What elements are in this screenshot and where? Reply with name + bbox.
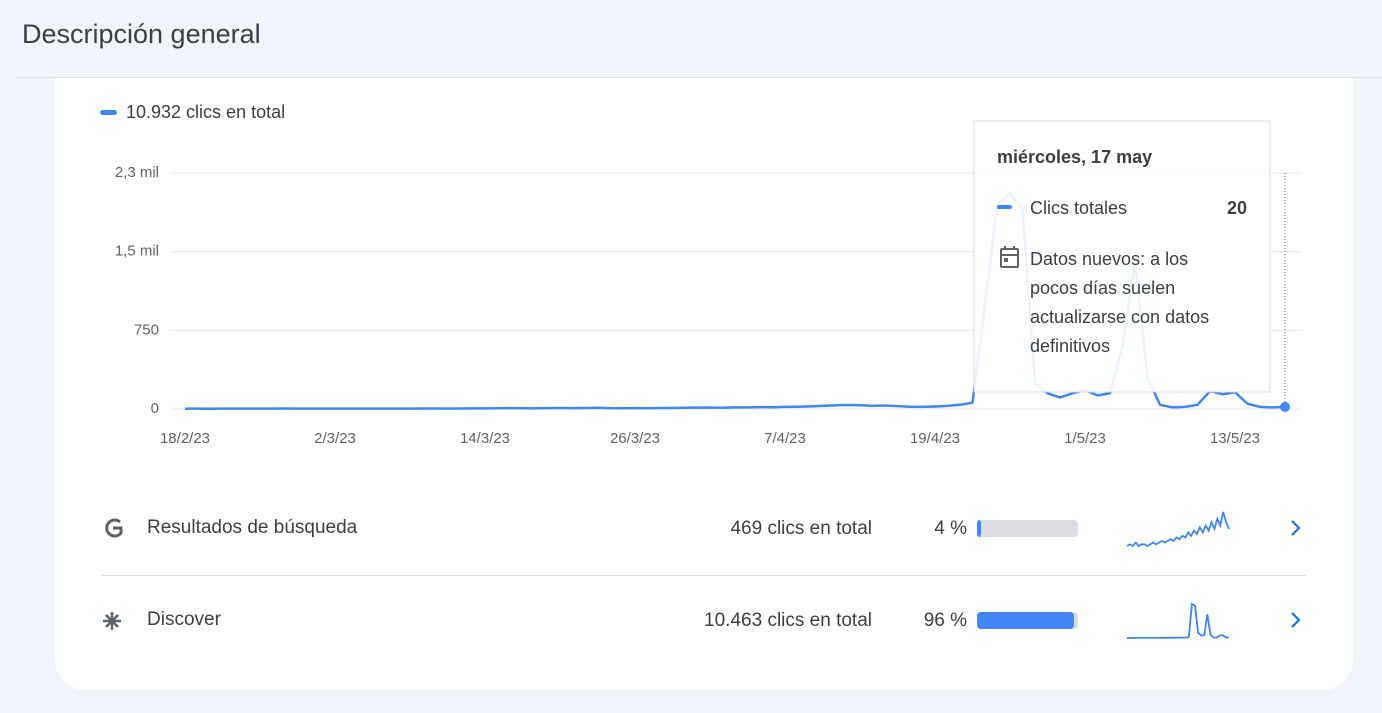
legend-swatch bbox=[100, 110, 117, 115]
row-name: Discover bbox=[147, 609, 222, 630]
x-tick-label: 13/5/23 bbox=[1210, 430, 1260, 447]
tooltip-swatch bbox=[997, 205, 1012, 209]
x-tick-label: 1/5/23 bbox=[1064, 430, 1106, 447]
x-tick-label: 18/2/23 bbox=[160, 430, 210, 447]
hover-point bbox=[1280, 401, 1290, 412]
percent-bar bbox=[977, 520, 982, 537]
row-percent: 4 % bbox=[934, 518, 967, 539]
y-tick-label: 2,3 mil bbox=[115, 164, 159, 181]
rows: Resultados de búsqueda 469 clics en total… bbox=[147, 511, 1301, 639]
x-tick-label: 14/3/23 bbox=[460, 430, 510, 447]
google-icon bbox=[105, 518, 123, 538]
x-tick-label: 7/4/23 bbox=[764, 430, 806, 447]
tooltip-label: Clics totales bbox=[1030, 198, 1127, 218]
y-tick-label: 750 bbox=[134, 321, 159, 338]
sparkline bbox=[1127, 602, 1230, 639]
sparkline bbox=[1126, 511, 1230, 548]
row-total: 10.463 clics en total bbox=[704, 610, 872, 631]
x-tick-label: 19/4/23 bbox=[910, 430, 960, 447]
tooltip-value: 20 bbox=[1227, 198, 1247, 218]
tooltip-note: actualizarse con datos bbox=[1030, 307, 1209, 327]
tooltip-note: definitivos bbox=[1030, 336, 1110, 356]
tooltip-box bbox=[973, 120, 1271, 393]
y-tick-label: 0 bbox=[151, 400, 159, 417]
x-tick-label: 26/3/23 bbox=[610, 430, 660, 447]
tooltip: miércoles, 17 may Clics totales 20 Datos… bbox=[973, 120, 1271, 393]
tooltip-note: Datos nuevos: a los bbox=[1030, 249, 1188, 269]
row-chevron[interactable] bbox=[1291, 612, 1301, 628]
row-total: 469 clics en total bbox=[730, 518, 872, 539]
percent-track bbox=[977, 520, 1078, 537]
row-chevron[interactable] bbox=[1291, 520, 1301, 536]
row-name: Resultados de búsqueda bbox=[147, 517, 358, 538]
tooltip-note: pocos días suelen bbox=[1030, 278, 1175, 298]
line-series bbox=[184, 192, 1286, 411]
percent-bar bbox=[977, 612, 1074, 629]
page-title: Descripción general bbox=[22, 19, 261, 49]
calendar-icon bbox=[1000, 246, 1019, 268]
row-percent: 96 % bbox=[924, 610, 967, 631]
legend-label: 10.932 clics en total bbox=[126, 102, 285, 122]
y-tick-label: 1,5 mil bbox=[115, 243, 159, 260]
x-tick-label: 2/3/23 bbox=[314, 430, 356, 447]
plot: 0 750 1,5 mil 2,3 mil 18/2/23 2/3/23 14/3/23 26… bbox=[115, 164, 1302, 447]
tooltip-date: miércoles, 17 may bbox=[997, 147, 1152, 167]
discover-icon bbox=[103, 612, 121, 630]
